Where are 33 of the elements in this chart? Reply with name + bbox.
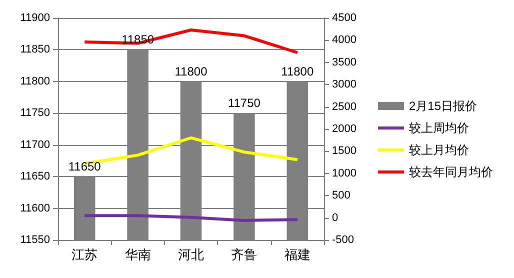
x-tick-label: 齐鲁 [231, 247, 258, 262]
y2-tick-label: 2000 [332, 123, 356, 135]
y2-tick-label: 1000 [332, 167, 356, 180]
legend-label: 2月15日报价 [409, 99, 478, 113]
y2-tick-label: 2500 [332, 100, 356, 113]
y2-tick-label: 3000 [332, 78, 356, 91]
line-series [83, 28, 299, 54]
y-tick-label: 11650 [20, 170, 50, 183]
legend-label: 较上周均价 [409, 121, 469, 135]
y2-tick-label: 4000 [332, 34, 356, 46]
x-tick-label: 江苏 [72, 247, 98, 262]
legend-label: 较上月均价 [409, 143, 469, 157]
y-tick-label: 11700 [20, 138, 50, 151]
x-tick-label: 华南 [124, 247, 151, 262]
legend-label: 较去年同月均价 [409, 165, 493, 179]
y2-tick-label: 4500 [332, 12, 356, 24]
y-tick-label: 11750 [20, 107, 50, 120]
y2-tick-label: 500 [332, 190, 350, 202]
data-label: 11800 [281, 64, 314, 78]
data-label: 11750 [228, 96, 261, 110]
y2-tick-label: 1500 [332, 145, 356, 158]
y2-tick-label: 0 [332, 212, 338, 224]
data-label: 11800 [174, 64, 208, 78]
data-label: 11650 [68, 160, 102, 174]
x-tick-label: 福建 [284, 247, 310, 262]
y2-tick-label: -500 [332, 234, 354, 246]
y-tick-label: 11850 [20, 44, 50, 56]
y2-tick-label: 3500 [332, 56, 356, 68]
x-tick-label: 河北 [178, 247, 204, 262]
y-tick-label: 11550 [20, 234, 50, 246]
y-tick-label: 11900 [20, 12, 50, 24]
y-tick-label: 11600 [20, 202, 50, 214]
y-tick-label: 11800 [20, 75, 50, 88]
